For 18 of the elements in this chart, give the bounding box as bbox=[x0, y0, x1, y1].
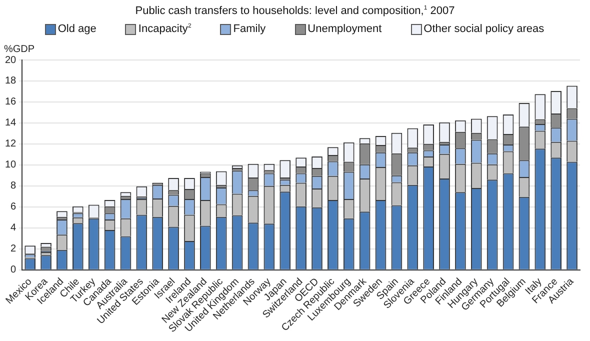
legend-label: Old age bbox=[58, 23, 96, 35]
chart-title: Public cash transfers to households: level and composition,$^{1}$ 2007 bbox=[134, 5, 456, 19]
y-axis-title: %GDP bbox=[4, 44, 35, 55]
y-tick-label: 8 bbox=[10, 180, 17, 192]
y-tick-label: 16 bbox=[5, 96, 17, 108]
legend-label: Unemployment bbox=[308, 23, 382, 35]
legend-label: Other social policy areas bbox=[424, 23, 544, 35]
y-tick-label: 20 bbox=[5, 54, 17, 66]
y-tick-label: 14 bbox=[5, 118, 17, 129]
y-tick-label: 2 bbox=[10, 244, 17, 255]
y-tick-label: 10 bbox=[5, 160, 17, 171]
legend-label: Incapacity$^{2}$ bbox=[138, 23, 192, 35]
y-tick-label: 6 bbox=[10, 202, 17, 213]
y-tick-label: 4 bbox=[10, 222, 17, 234]
y-tick-label: 18 bbox=[5, 76, 17, 87]
y-tick-label: 0 bbox=[10, 264, 17, 276]
y-tick-label: 12 bbox=[5, 138, 17, 150]
legend-label: Family bbox=[233, 23, 266, 35]
